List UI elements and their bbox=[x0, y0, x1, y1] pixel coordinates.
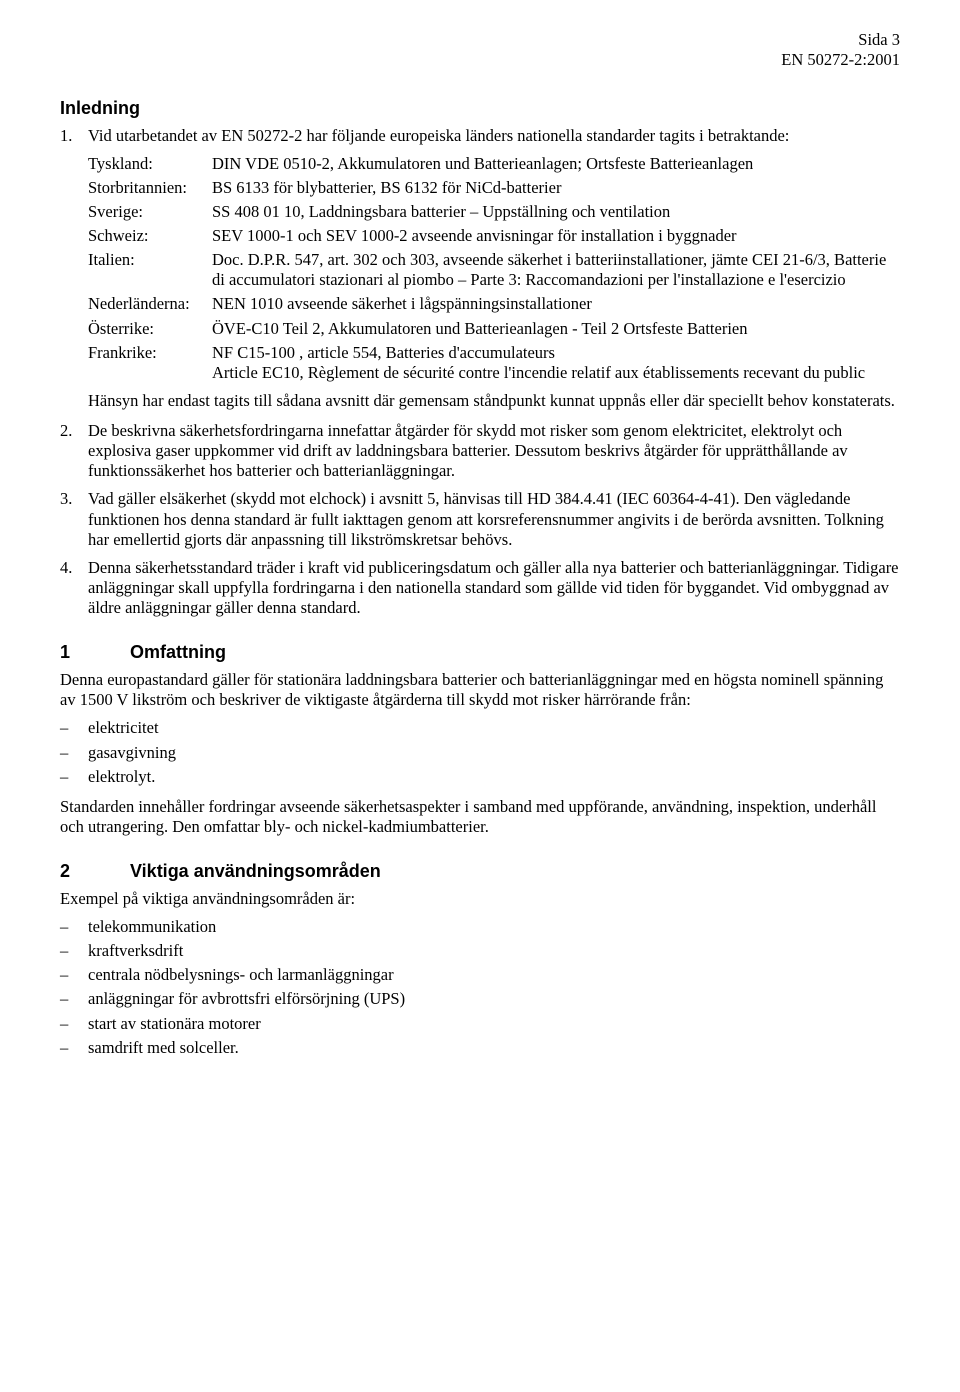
country-label: Storbritannien: bbox=[88, 178, 206, 198]
dash-icon: – bbox=[60, 767, 88, 787]
list-item: –elektrolyt. bbox=[60, 767, 900, 787]
list-item: –kraftverksdrift bbox=[60, 941, 900, 961]
country-value: BS 6133 för blybatterier, BS 6132 för Ni… bbox=[212, 178, 900, 198]
list-item: –centrala nödbelysnings- och larmanläggn… bbox=[60, 965, 900, 985]
country-label: Tyskland: bbox=[88, 154, 206, 174]
list-number: 1. bbox=[60, 126, 88, 146]
heading-inledning: Inledning bbox=[60, 98, 900, 120]
page-header: Sida 3 EN 50272-2:2001 bbox=[60, 30, 900, 70]
intro-item-4: 4. Denna säkerhetsstandard träder i kraf… bbox=[60, 558, 900, 618]
intro-item-1-lead: Vid utarbetandet av EN 50272-2 har följa… bbox=[88, 126, 900, 146]
dash-icon: – bbox=[60, 965, 88, 985]
list-item-text: start av stationära motorer bbox=[88, 1014, 900, 1034]
section-2-heading: 2 Viktiga användningsområden bbox=[60, 861, 900, 883]
dash-icon: – bbox=[60, 718, 88, 738]
country-label: Österrike: bbox=[88, 319, 206, 339]
list-item: –anläggningar för avbrottsfri elförsörjn… bbox=[60, 989, 900, 1009]
section-1-list: –elektricitet –gasavgivning –elektrolyt. bbox=[60, 718, 900, 786]
intro-item-2-text: De beskrivna säkerhetsfordringarna innef… bbox=[88, 421, 900, 481]
country-label: Sverige: bbox=[88, 202, 206, 222]
country-value: NEN 1010 avseende säkerhet i lågspänning… bbox=[212, 294, 900, 314]
section-1-para: Denna europastandard gäller för stationä… bbox=[60, 670, 900, 710]
list-item-text: elektrolyt. bbox=[88, 767, 900, 787]
list-number: 3. bbox=[60, 489, 88, 549]
country-label: Nederländerna: bbox=[88, 294, 206, 314]
section-number: 1 bbox=[60, 642, 130, 664]
country-value: Doc. D.P.R. 547, art. 302 och 303, avsee… bbox=[212, 250, 900, 290]
country-value: SEV 1000-1 och SEV 1000-2 avseende anvis… bbox=[212, 226, 900, 246]
section-number: 2 bbox=[60, 861, 130, 883]
intro-item-4-text: Denna säkerhetsstandard träder i kraft v… bbox=[88, 558, 900, 618]
section-1-heading: 1 Omfattning bbox=[60, 642, 900, 664]
page-number: Sida 3 bbox=[60, 30, 900, 50]
list-item: –telekommunikation bbox=[60, 917, 900, 937]
list-item: –samdrift med solceller. bbox=[60, 1038, 900, 1058]
intro-item-2: 2. De beskrivna säkerhetsfordringarna in… bbox=[60, 421, 900, 481]
country-label: Frankrike: bbox=[88, 343, 206, 383]
list-item: –elektricitet bbox=[60, 718, 900, 738]
country-table: Tyskland: DIN VDE 0510-2, Akkumulatoren … bbox=[88, 154, 900, 383]
intro-item-3-text: Vad gäller elsäkerhet (skydd mot elchock… bbox=[88, 489, 900, 549]
section-2-list: –telekommunikation –kraftverksdrift –cen… bbox=[60, 917, 900, 1058]
section-2-para: Exempel på viktiga användningsområden är… bbox=[60, 889, 900, 909]
country-value: NF C15-100 , article 554, Batteries d'ac… bbox=[212, 343, 900, 383]
dash-icon: – bbox=[60, 989, 88, 1009]
intro-item-3: 3. Vad gäller elsäkerhet (skydd mot elch… bbox=[60, 489, 900, 549]
dash-icon: – bbox=[60, 941, 88, 961]
list-item-text: telekommunikation bbox=[88, 917, 900, 937]
dash-icon: – bbox=[60, 917, 88, 937]
dash-icon: – bbox=[60, 743, 88, 763]
list-item-text: kraftverksdrift bbox=[88, 941, 900, 961]
country-value: SS 408 01 10, Laddningsbara batterier – … bbox=[212, 202, 900, 222]
section-title: Viktiga användningsområden bbox=[130, 861, 381, 883]
dash-icon: – bbox=[60, 1038, 88, 1058]
country-value: DIN VDE 0510-2, Akkumulatoren und Batter… bbox=[212, 154, 900, 174]
list-item-text: anläggningar för avbrottsfri elförsörjni… bbox=[88, 989, 900, 1009]
list-item-text: elektricitet bbox=[88, 718, 900, 738]
intro-item-1-tail: Hänsyn har endast tagits till sådana avs… bbox=[88, 391, 900, 411]
document-page: Sida 3 EN 50272-2:2001 Inledning 1. Vid … bbox=[0, 0, 960, 1392]
standard-id: EN 50272-2:2001 bbox=[60, 50, 900, 70]
list-item-text: samdrift med solceller. bbox=[88, 1038, 900, 1058]
list-item-text: centrala nödbelysnings- och larmanläggni… bbox=[88, 965, 900, 985]
list-item: –start av stationära motorer bbox=[60, 1014, 900, 1034]
list-item-text: gasavgivning bbox=[88, 743, 900, 763]
dash-icon: – bbox=[60, 1014, 88, 1034]
country-label: Italien: bbox=[88, 250, 206, 290]
country-label: Schweiz: bbox=[88, 226, 206, 246]
country-value: ÖVE-C10 Teil 2, Akkumulatoren und Batter… bbox=[212, 319, 900, 339]
list-item: –gasavgivning bbox=[60, 743, 900, 763]
intro-item-1: 1. Vid utarbetandet av EN 50272-2 har fö… bbox=[60, 126, 900, 146]
list-number: 2. bbox=[60, 421, 88, 481]
list-number: 4. bbox=[60, 558, 88, 618]
section-title: Omfattning bbox=[130, 642, 226, 664]
section-1-tail: Standarden innehåller fordringar avseend… bbox=[60, 797, 900, 837]
